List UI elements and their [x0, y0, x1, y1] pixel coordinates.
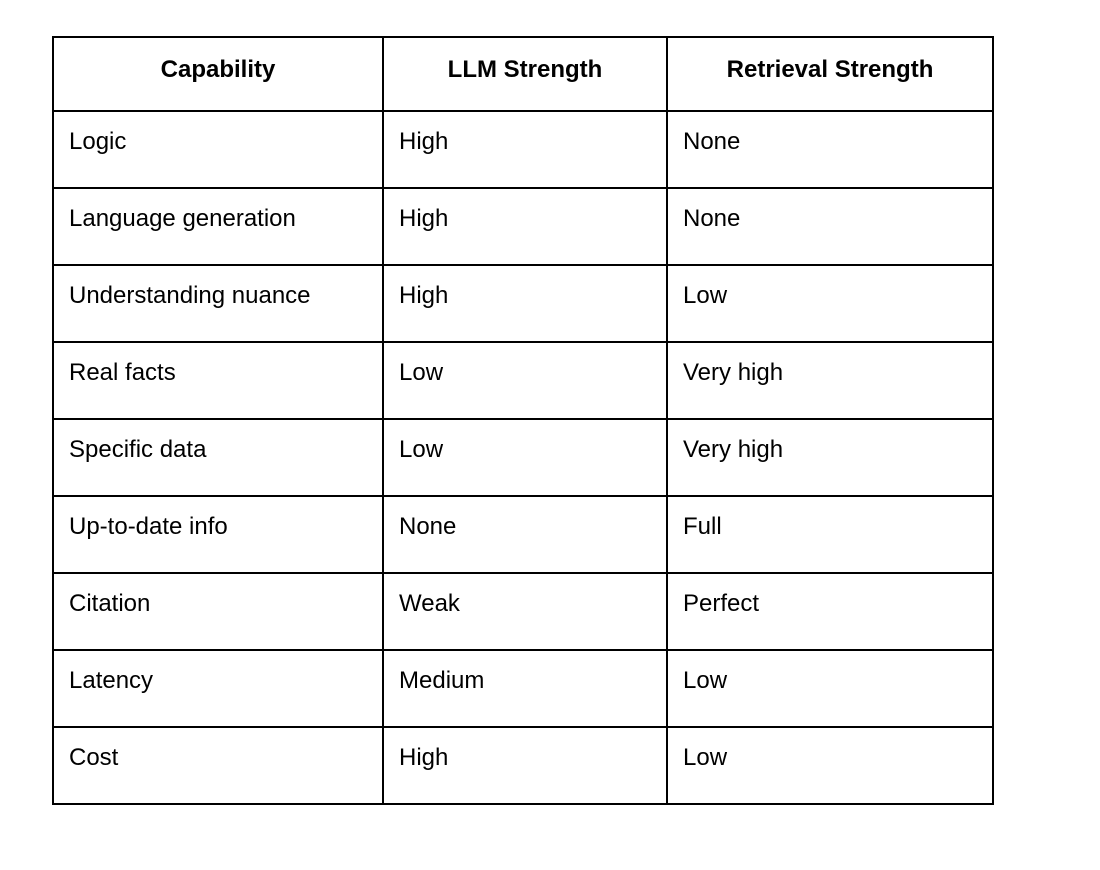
table-cell: Latency — [52, 649, 384, 728]
table-cell: Up-to-date info — [52, 495, 384, 574]
table-cell: Logic — [52, 110, 384, 189]
table-header-row: Capability LLM Strength Retrieval Streng… — [52, 36, 994, 112]
table-cell: Citation — [52, 572, 384, 651]
table-row: Cost High Low — [52, 726, 994, 805]
column-header-capability: Capability — [52, 36, 384, 112]
table-row: Citation Weak Perfect — [52, 572, 994, 651]
table-cell: None — [666, 187, 994, 266]
table-cell: None — [666, 110, 994, 189]
table-row: Language generation High None — [52, 187, 994, 266]
column-header-retrieval-strength: Retrieval Strength — [666, 36, 994, 112]
table-row: Understanding nuance High Low — [52, 264, 994, 343]
table-cell: Low — [382, 341, 668, 420]
table-cell: Low — [382, 418, 668, 497]
table-cell: Very high — [666, 418, 994, 497]
table-cell: Language generation — [52, 187, 384, 266]
table-cell: Medium — [382, 649, 668, 728]
table-cell: Understanding nuance — [52, 264, 384, 343]
table-cell: Cost — [52, 726, 384, 805]
table-row: Logic High None — [52, 110, 994, 189]
table-cell: High — [382, 264, 668, 343]
table-cell: Low — [666, 264, 994, 343]
table-cell: None — [382, 495, 668, 574]
table-cell: High — [382, 726, 668, 805]
table-row: Up-to-date info None Full — [52, 495, 994, 574]
table-cell: Low — [666, 649, 994, 728]
table-row: Real facts Low Very high — [52, 341, 994, 420]
table-cell: Low — [666, 726, 994, 805]
table-cell: Weak — [382, 572, 668, 651]
table-row: Latency Medium Low — [52, 649, 994, 728]
column-header-llm-strength: LLM Strength — [382, 36, 668, 112]
table-cell: Specific data — [52, 418, 384, 497]
table-cell: Real facts — [52, 341, 384, 420]
table-cell: High — [382, 187, 668, 266]
table-cell: Very high — [666, 341, 994, 420]
capability-comparison-table: Capability LLM Strength Retrieval Streng… — [52, 36, 994, 805]
table-cell: Perfect — [666, 572, 994, 651]
table-cell: High — [382, 110, 668, 189]
table-row: Specific data Low Very high — [52, 418, 994, 497]
table-cell: Full — [666, 495, 994, 574]
